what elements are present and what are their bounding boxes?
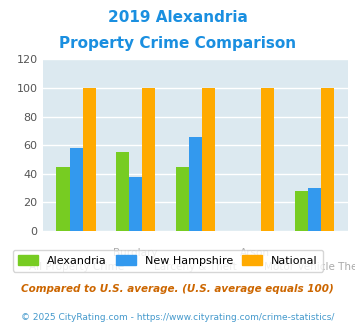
- Bar: [189, 137, 202, 231]
- Bar: [261, 88, 274, 231]
- Bar: [116, 152, 129, 231]
- Bar: [142, 88, 155, 231]
- Text: Arson: Arson: [240, 248, 270, 258]
- Text: All Property Crime: All Property Crime: [28, 262, 124, 272]
- Bar: [321, 88, 334, 231]
- Legend: Alexandria, New Hampshire, National: Alexandria, New Hampshire, National: [13, 250, 323, 272]
- Bar: [308, 188, 321, 231]
- Text: Burglary: Burglary: [114, 248, 158, 258]
- Text: Compared to U.S. average. (U.S. average equals 100): Compared to U.S. average. (U.S. average …: [21, 284, 334, 294]
- Bar: [56, 167, 70, 231]
- Bar: [83, 88, 96, 231]
- Bar: [129, 177, 142, 231]
- Text: 2019 Alexandria: 2019 Alexandria: [108, 10, 247, 25]
- Text: Larceny & Theft: Larceny & Theft: [154, 262, 237, 272]
- Text: Motor Vehicle Theft: Motor Vehicle Theft: [264, 262, 355, 272]
- Text: © 2025 CityRating.com - https://www.cityrating.com/crime-statistics/: © 2025 CityRating.com - https://www.city…: [21, 314, 334, 322]
- Bar: [295, 191, 308, 231]
- Bar: [202, 88, 215, 231]
- Text: Property Crime Comparison: Property Crime Comparison: [59, 36, 296, 51]
- Bar: [70, 148, 83, 231]
- Bar: [176, 167, 189, 231]
